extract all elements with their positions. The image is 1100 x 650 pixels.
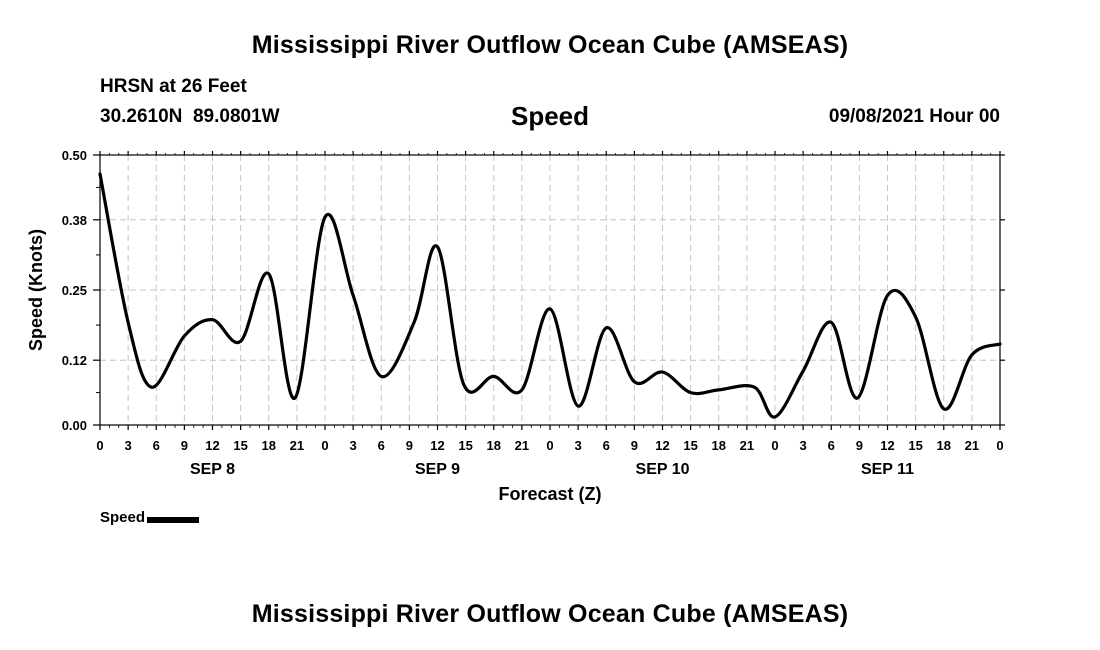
x-tick-label: 6	[603, 438, 610, 453]
x-tick-label: 18	[262, 438, 276, 453]
y-tick-label: 0.50	[62, 148, 87, 163]
x-tick-label: 12	[205, 438, 219, 453]
x-tick-label: 15	[233, 438, 247, 453]
series-layer	[98, 172, 1002, 419]
location-name: HRSN at 26 Feet	[100, 76, 247, 97]
x-tick-label: 9	[856, 438, 863, 453]
x-tick-label: 18	[937, 438, 951, 453]
x-tick-label: 6	[378, 438, 385, 453]
x-tick-label: 21	[740, 438, 754, 453]
y-tick-label: 0.00	[62, 418, 87, 433]
x-tick-label: 3	[350, 438, 357, 453]
x-tick-label: 12	[655, 438, 669, 453]
x-day-label: SEP 11	[861, 461, 914, 478]
x-tick-label: 0	[771, 438, 778, 453]
legend-label: Speed	[100, 509, 146, 526]
y-axis-label: Speed (Knots)	[26, 229, 46, 351]
x-day-label: SEP 10	[636, 461, 690, 478]
x-tick-label: 12	[430, 438, 444, 453]
forecast-date-hour: 09/08/2021 Hour 00	[828, 106, 1000, 127]
x-tick-label: 9	[631, 438, 638, 453]
x-tick-label: 6	[828, 438, 835, 453]
x-tick-label: 3	[125, 438, 132, 453]
x-tick-label: 0	[546, 438, 553, 453]
x-tick-label: 0	[996, 438, 1003, 453]
x-tick-label: 3	[800, 438, 807, 453]
grid-lines	[100, 155, 1000, 425]
x-tick-label: 21	[290, 438, 304, 453]
x-tick-label: 21	[965, 438, 979, 453]
y-tick-label: 0.12	[62, 353, 87, 368]
x-tick-label: 15	[683, 438, 697, 453]
legend: Speed	[100, 509, 200, 526]
legend-line-swatch	[147, 516, 200, 523]
x-day-label: SEP 9	[415, 461, 460, 478]
x-tick-label: 0	[321, 438, 328, 453]
y-tick-label: 0.38	[62, 213, 87, 228]
axis-ticks	[93, 151, 1005, 430]
y-tick-label: 0.25	[62, 283, 87, 298]
x-day-label: SEP 8	[190, 461, 235, 478]
series-line-speed	[98, 172, 1002, 419]
x-tick-label: 9	[181, 438, 188, 453]
x-tick-label: 15	[458, 438, 472, 453]
x-tick-label: 15	[908, 438, 922, 453]
chart-footer-title: Mississippi River Outflow Ocean Cube (AM…	[251, 600, 849, 628]
chart-main-title: Mississippi River Outflow Ocean Cube (AM…	[251, 31, 849, 59]
x-tick-label: 9	[406, 438, 413, 453]
tick-labels: 0.00 0.12 0.25 0.38 0.50 0 3 6 9 12 15 18 21 0 3 6 9 12 15…	[62, 148, 1004, 478]
x-axis-label: Forecast (Z)	[498, 484, 601, 504]
x-tick-label: 18	[487, 438, 501, 453]
location-coordinates: 30.2610N 89.0801W	[100, 106, 280, 127]
x-tick-label: 6	[153, 438, 160, 453]
x-tick-label: 18	[712, 438, 726, 453]
x-tick-label: 21	[515, 438, 529, 453]
x-tick-label: 0	[96, 438, 103, 453]
chart-variable-title: Speed	[510, 101, 590, 131]
x-tick-label: 12	[880, 438, 894, 453]
x-tick-label: 3	[575, 438, 582, 453]
